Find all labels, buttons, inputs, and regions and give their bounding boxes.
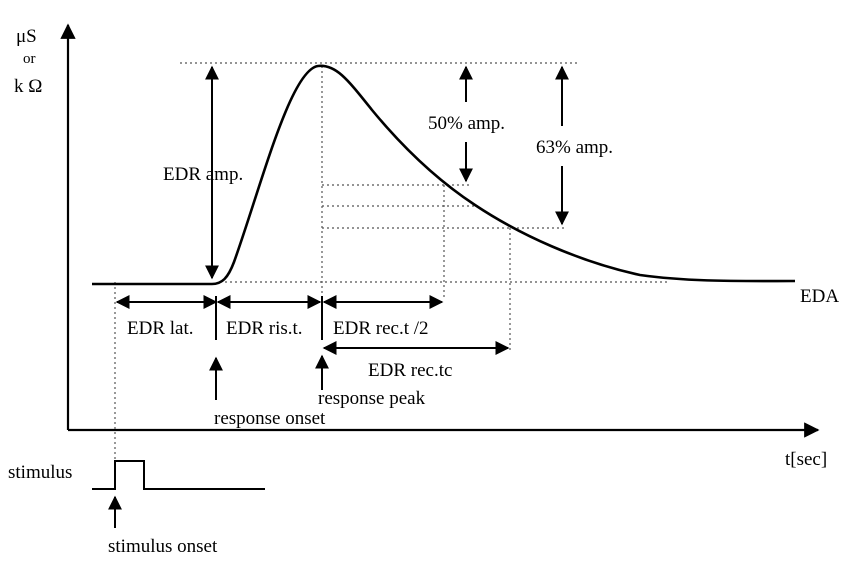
y-unit-top: μS <box>16 26 37 47</box>
latency-label: EDR lat. <box>127 318 194 339</box>
rise-time-label: EDR ris.t. <box>226 318 303 339</box>
response-onset-label: response onset <box>214 408 326 429</box>
stimulus-onset-label: stimulus onset <box>108 536 218 557</box>
half-amp-label: 50% amp. <box>428 113 505 134</box>
half-recovery-label: EDR rec.t /2 <box>333 318 429 339</box>
stimulus-label: stimulus <box>8 462 72 483</box>
recovery-tc-label: EDR rec.tc <box>368 360 452 381</box>
edr-amp-label: EDR amp. <box>163 164 243 185</box>
eda-curve <box>92 64 796 286</box>
x-axis-label: t[sec] <box>785 449 827 470</box>
tc-amp-label: 63% amp. <box>536 137 613 158</box>
y-unit-bottom: k Ω <box>14 76 42 97</box>
y-unit-or: or <box>23 51 36 67</box>
response-peak-label: response peak <box>318 388 426 409</box>
stimulus-pulse <box>92 460 265 490</box>
eda-label: EDA <box>800 286 839 307</box>
